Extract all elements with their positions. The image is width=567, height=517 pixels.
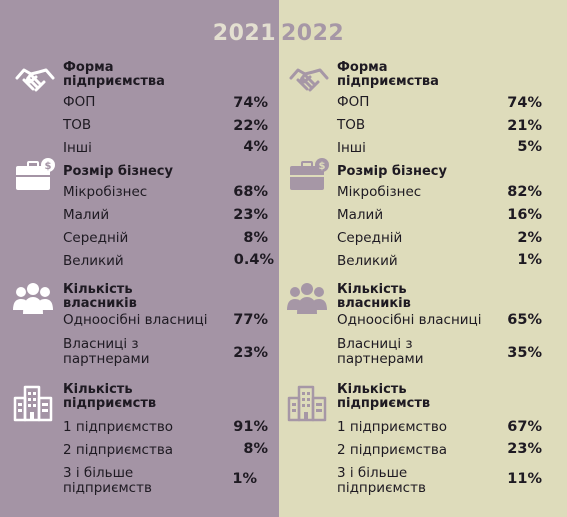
row-label: ТОВ [63,117,92,133]
row-value: 35% [507,345,542,361]
row-label: 3 і більше підприємств [63,465,152,496]
row-value: 74% [507,95,542,111]
section-title-size: Розмір бізнесу [337,164,447,179]
svg-text:$: $ [45,161,52,172]
row-value: 11% [507,471,542,487]
row-label: 2 підприємства [63,442,174,458]
section-title-owners: Кількість власників [63,282,137,311]
row-value: 65% [507,312,542,328]
row-label: Великий [63,253,124,269]
row-label: Мікробізнес [63,184,148,200]
row-label: ФОП [337,94,370,110]
row-value: 91% [233,419,268,435]
row-value: 22% [233,118,268,134]
row-value: 74% [233,95,268,111]
row-value: 82% [507,184,542,200]
row-label: 2 підприємства [337,442,448,458]
row-label: Власниці з партнерами [63,336,150,367]
row-value: 8% [243,441,268,457]
column-2022: 2022 Форма підприємства ФОП 74% ТОВ 21% … [279,0,567,517]
section-title-enterprises: Кількість підприємств [337,382,431,411]
row-value: 67% [507,419,542,435]
handshake-icon [288,62,330,100]
row-label: Власниці з партнерами [337,336,424,367]
row-label: Середній [63,230,129,246]
section-title-form: Форма підприємства [63,60,165,89]
row-value: 21% [507,118,542,134]
row-label: Мікробізнес [337,184,422,200]
row-label: ТОВ [337,117,366,133]
briefcase-icon: $ [288,156,330,194]
row-label: 3 і більше підприємств [337,465,426,496]
row-value: 23% [233,345,268,361]
row-value: 1% [232,471,257,487]
buildings-icon [12,384,54,422]
row-value: 68% [233,184,268,200]
row-value: 1% [517,252,542,268]
section-title-form: Форма підприємства [337,60,439,89]
row-value: 23% [507,441,542,457]
row-label: Середній [337,230,403,246]
row-label: Інші [63,140,92,156]
row-value: 0.4% [233,252,274,268]
row-value: 2% [517,230,542,246]
year-2022-label: 2022 [281,21,345,46]
people-icon [12,280,54,318]
row-value: 77% [233,312,268,328]
row-value: 16% [507,207,542,223]
row-label: Малий [337,207,384,223]
briefcase-icon: $ [14,156,56,194]
row-label: Великий [337,253,398,269]
svg-text:$: $ [319,161,326,172]
row-label: Малий [63,207,110,223]
row-label: 1 підприємство [337,419,448,435]
section-title-enterprises: Кількість підприємств [63,382,157,411]
people-icon [286,280,328,318]
row-label: ФОП [63,94,96,110]
row-label: Одноосібні власниці [337,312,482,328]
row-label: Інші [337,140,366,156]
section-title-size: Розмір бізнесу [63,164,173,179]
handshake-icon [14,62,56,100]
buildings-icon [286,384,328,422]
row-value: 5% [517,139,542,155]
row-value: 8% [243,230,268,246]
column-2021: 2021 Форма підприємства ФОП 74% ТОВ 22% … [0,0,279,517]
year-2021-label: 2021 [212,21,276,46]
section-title-owners: Кількість власників [337,282,411,311]
row-label: 1 підприємство [63,419,174,435]
row-value: 4% [243,139,268,155]
row-value: 23% [233,207,268,223]
row-label: Одноосібні власниці [63,312,208,328]
